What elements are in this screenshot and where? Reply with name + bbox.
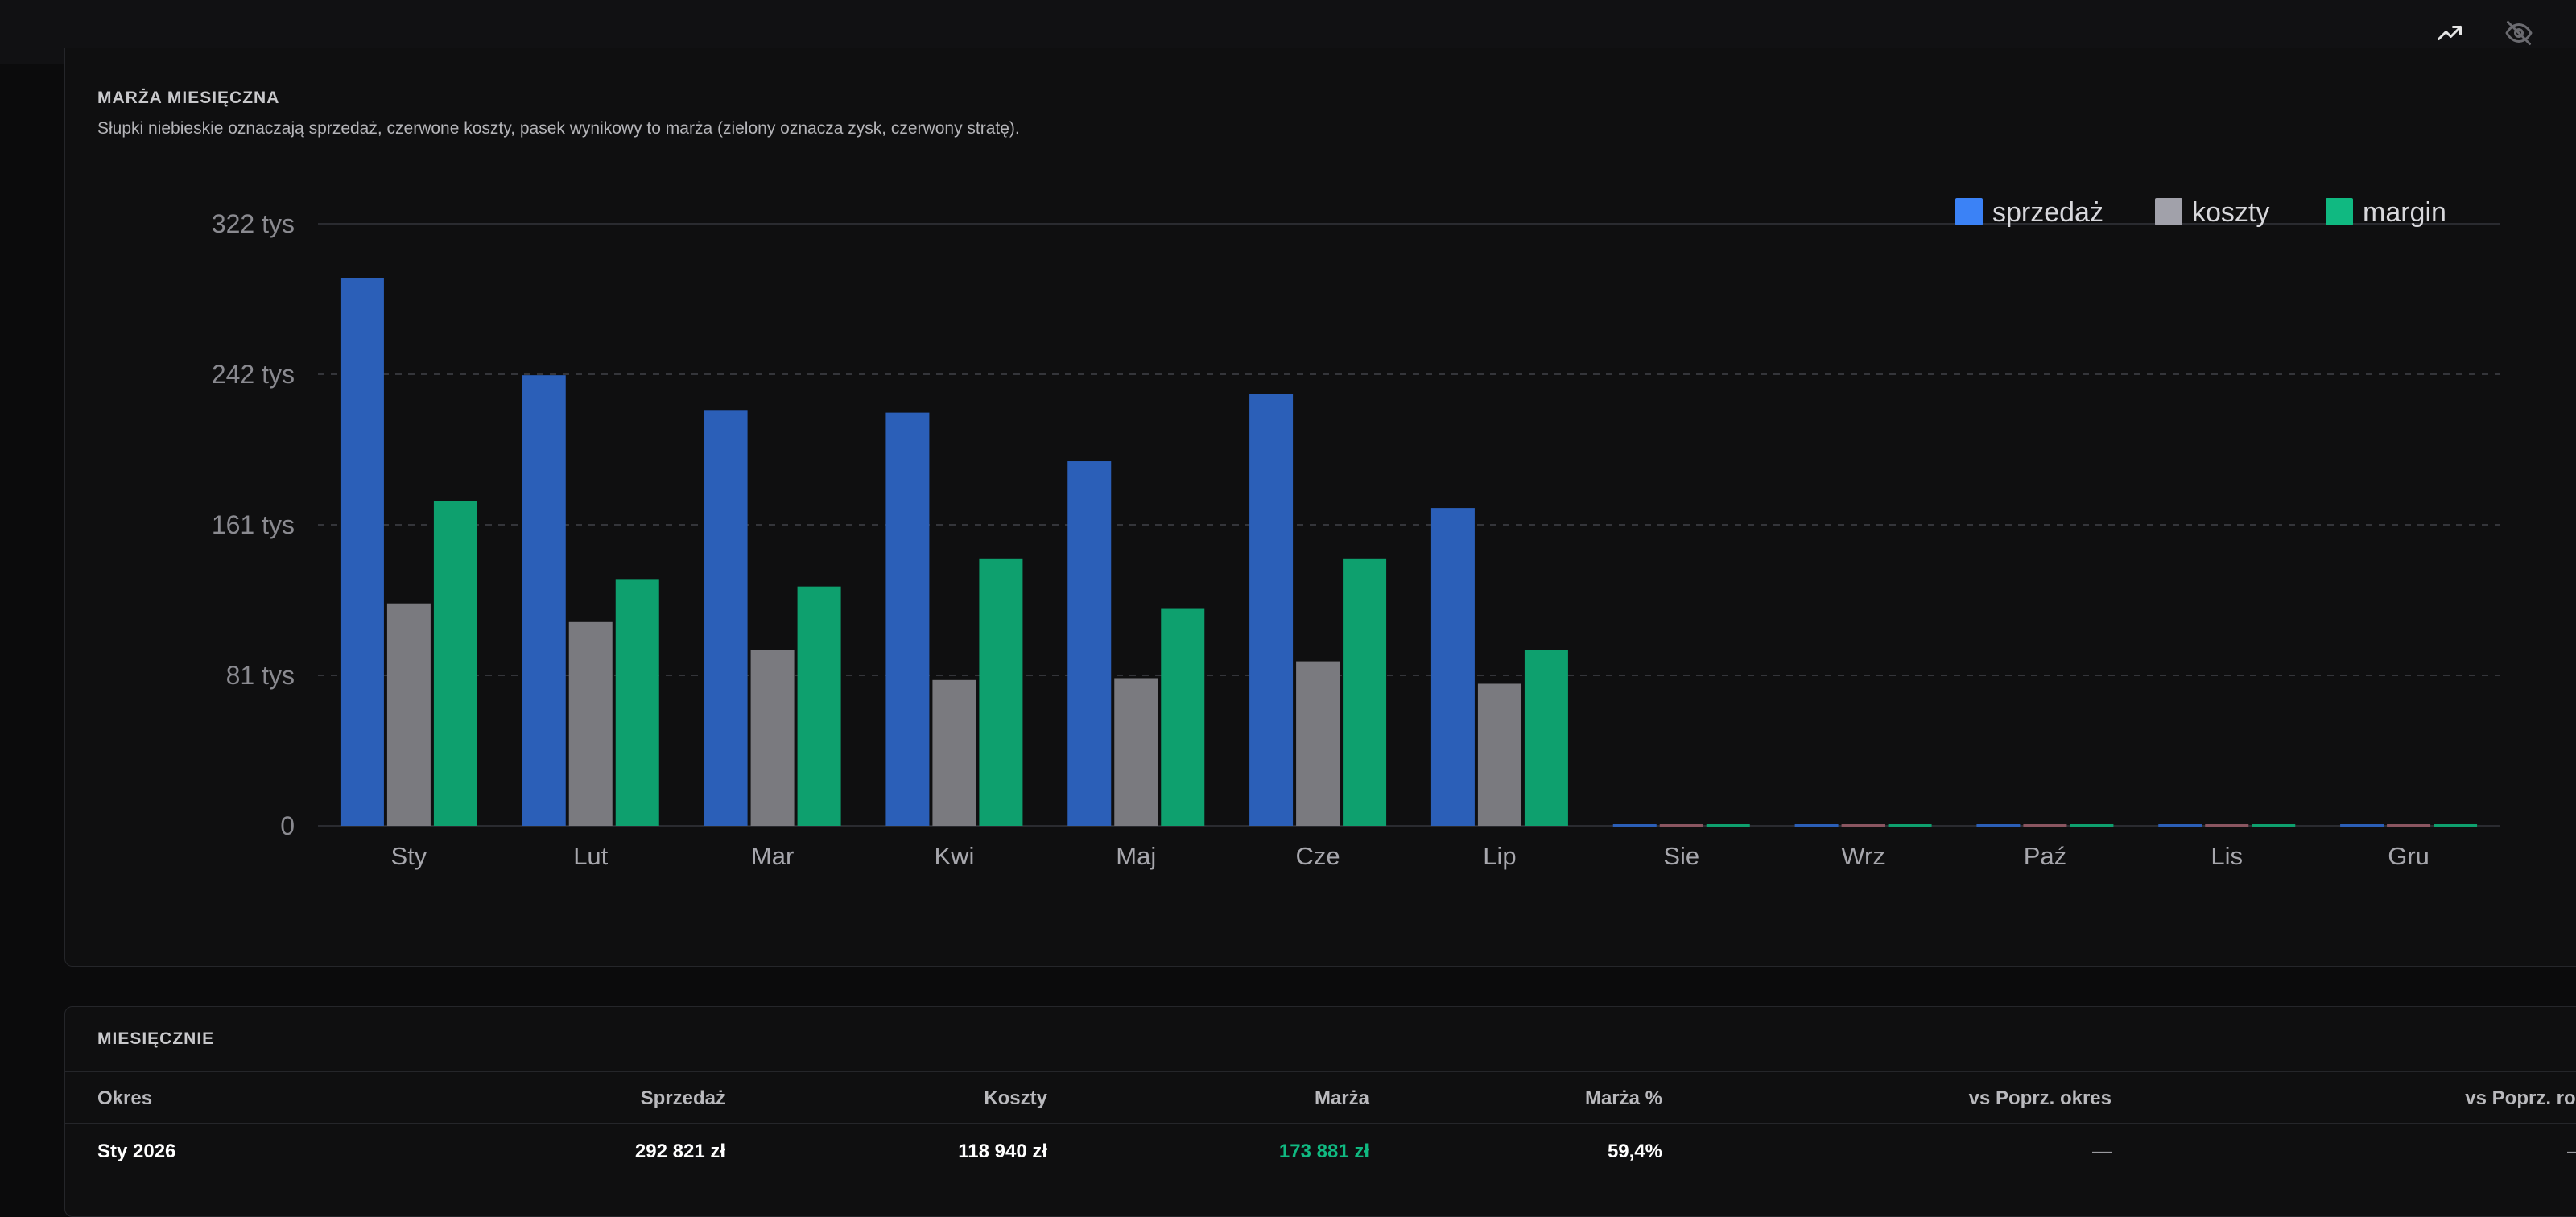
bar-koszty: [750, 650, 795, 826]
bar-margin: [1524, 650, 1568, 826]
bar-koszty: [1114, 678, 1158, 826]
x-tick-label: Wrz: [1841, 842, 1885, 870]
y-tick-label: 322 tys: [212, 209, 295, 238]
column-header-vs-previous-year[interactable]: vs Poprz. rok: [2465, 1087, 2576, 1109]
x-tick-label: Mar: [751, 842, 794, 870]
bar-koszty: [1841, 824, 1885, 827]
column-header-period[interactable]: Okres: [97, 1087, 153, 1109]
bar-margin: [1706, 824, 1750, 827]
bar-koszty: [2205, 824, 2249, 827]
monthly-table: MIESIĘCZNIE Okres Sprzedaż Koszty Marża …: [64, 1006, 2576, 1217]
bar-sprzedaż: [522, 375, 566, 826]
column-header-vs-previous-period[interactable]: vs Poprz. okres: [1968, 1087, 2112, 1109]
bar-koszty: [1477, 683, 1521, 826]
legend-swatch-sprzedaż: [1955, 198, 1983, 225]
monthly-margin-chart: 0 81 tys 161 tys 242 tys 322 tys Sty Lut Mar Kwi…: [212, 197, 2500, 870]
bar-margin: [2070, 824, 2114, 827]
bar-sprzedaż: [1067, 461, 1112, 826]
table-cell-costs: 118 940 zł: [958, 1141, 1047, 1162]
bar-sprzedaż: [1794, 824, 1839, 827]
table-cell-sales: 292 821 zł: [634, 1141, 725, 1162]
table-divider: [65, 1071, 2576, 1072]
x-tick-label: Lip: [1483, 842, 1516, 870]
bar-koszty: [932, 679, 976, 826]
table-cell-vs-previous-period: —: [2092, 1141, 2112, 1162]
bar-koszty: [2023, 824, 2067, 827]
bar-sprzedaż: [1976, 824, 2021, 827]
bar-margin: [1161, 608, 1205, 826]
bar-sprzedaż: [1430, 508, 1475, 826]
y-tick-label: 161 tys: [212, 510, 295, 539]
x-tick-label: Gru: [2388, 842, 2429, 870]
bar-sprzedaż: [704, 410, 748, 827]
bar-margin: [615, 579, 659, 826]
legend-label: sprzedaż: [1992, 197, 2103, 228]
x-tick-label: Kwi: [934, 842, 974, 870]
bar-koszty: [2387, 824, 2431, 827]
bar-koszty: [1296, 661, 1340, 826]
chart-card: MARŻA MIESIĘCZNA Słupki niebieskie oznac…: [64, 48, 2576, 967]
table-cell-period[interactable]: Sty 2026: [97, 1141, 176, 1162]
table-header-divider: [65, 1123, 2576, 1124]
x-tick-label: Lis: [2211, 842, 2243, 870]
x-tick-label: Maj: [1116, 842, 1156, 870]
column-header-sales[interactable]: Sprzedaż: [640, 1087, 725, 1109]
table-cell-vs-previous-year: —: [2567, 1141, 2576, 1163]
x-tick-label: Cze: [1296, 842, 1340, 870]
table-title: MIESIĘCZNIE: [97, 1029, 215, 1048]
column-header-margin-percent[interactable]: Marża %: [1584, 1087, 1662, 1109]
bar-sprzedaż: [1612, 824, 1657, 827]
x-tick-label: Sty: [391, 842, 427, 870]
bar-margin: [433, 501, 477, 826]
eye-off-icon[interactable]: [2500, 14, 2537, 52]
trending-up-icon[interactable]: [2431, 14, 2468, 52]
table-cell-margin-percent: 59,4%: [1607, 1141, 1662, 1162]
column-header-margin[interactable]: Marża: [1314, 1087, 1369, 1109]
column-header-costs[interactable]: Koszty: [984, 1087, 1047, 1109]
bar-margin: [979, 558, 1023, 826]
bar-sprzedaż: [2340, 824, 2384, 827]
bar-sprzedaż: [2158, 824, 2202, 827]
bar-koszty: [1659, 824, 1703, 827]
y-tick-label: 81 tys: [226, 661, 295, 690]
legend-label: koszty: [2192, 197, 2269, 228]
bar-margin: [797, 586, 841, 826]
bar-sprzedaż: [886, 412, 930, 826]
bar-margin: [1343, 558, 1387, 826]
legend-label: margin: [2363, 197, 2446, 228]
chart-title: MARŻA MIESIĘCZNA: [97, 89, 280, 107]
legend-swatch-margin: [2326, 198, 2353, 225]
x-tick-label: Sie: [1663, 842, 1699, 870]
bar-margin: [2252, 824, 2296, 827]
bar-koszty: [386, 603, 431, 826]
table-cell-margin: 173 881 zł: [1278, 1141, 1369, 1162]
y-tick-label: 242 tys: [212, 360, 295, 389]
bar-koszty: [568, 621, 613, 826]
bar-margin: [1888, 824, 1932, 827]
x-tick-label: Lut: [573, 842, 608, 870]
chart-description: Słupki niebieskie oznaczają sprzedaż, cz…: [97, 119, 1020, 138]
bar-sprzedaż: [340, 278, 384, 826]
bar-margin: [2434, 824, 2478, 827]
bar-sprzedaż: [1249, 394, 1294, 826]
y-tick-label: 0: [280, 811, 295, 840]
x-tick-label: Paź: [2024, 842, 2066, 870]
legend-swatch-koszty: [2155, 198, 2182, 225]
